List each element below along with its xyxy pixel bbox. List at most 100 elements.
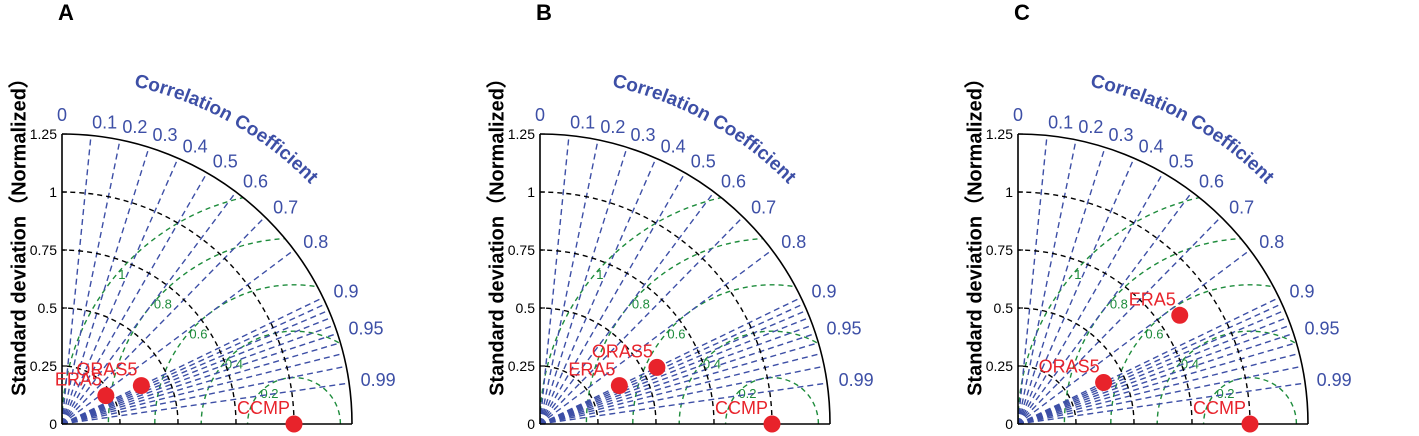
correlation-ray bbox=[539, 303, 805, 425]
rms-arc bbox=[1156, 330, 1308, 424]
correlation-ray bbox=[539, 157, 657, 425]
rms-label: 1 bbox=[118, 267, 125, 282]
correlation-ray bbox=[1017, 172, 1164, 425]
correlation-ray bbox=[61, 352, 344, 425]
correlation-tick-label: 0.99 bbox=[839, 370, 874, 390]
correlation-tick-label: 0.8 bbox=[781, 232, 806, 252]
panel-label: A bbox=[58, 0, 74, 25]
correlation-tick-label: 0.99 bbox=[361, 370, 396, 390]
correlation-ray bbox=[61, 191, 237, 425]
data-point-era5 bbox=[610, 377, 628, 395]
correlation-ray bbox=[61, 316, 332, 425]
taylor-panel-b: B Standard deviation（Normalized） 0.2 0.4 0.6… bbox=[478, 0, 951, 436]
data-point-label-oras5: ORAS5 bbox=[1039, 357, 1100, 377]
correlation-ray bbox=[539, 365, 825, 425]
rms-label: 1 bbox=[596, 267, 603, 282]
data-point-oras5 bbox=[1095, 374, 1113, 392]
correlation-rays bbox=[539, 135, 828, 425]
correlation-ray bbox=[539, 296, 802, 425]
correlation-tick-label: 0.4 bbox=[661, 136, 686, 156]
rms-arc bbox=[724, 376, 820, 424]
rms-label: 0.2 bbox=[1216, 386, 1234, 401]
correlation-ray bbox=[61, 135, 92, 425]
y-tick-label: 0.5 bbox=[516, 300, 536, 316]
rms-arc bbox=[632, 284, 830, 424]
rms-label: 0.8 bbox=[1110, 297, 1128, 312]
correlation-tick-label: 0.7 bbox=[273, 197, 298, 217]
correlation-ray bbox=[1017, 147, 1106, 425]
rms-label: 0.4 bbox=[703, 356, 721, 371]
std-arc bbox=[61, 307, 179, 425]
correlation-ray bbox=[1017, 157, 1135, 425]
correlation-ray bbox=[1017, 316, 1288, 425]
correlation-ray bbox=[1017, 332, 1294, 425]
correlation-tick-label: 0.8 bbox=[1259, 232, 1284, 252]
outer-arc bbox=[539, 133, 831, 425]
std-arcs bbox=[1017, 191, 1251, 425]
correlation-ray bbox=[61, 172, 208, 425]
std-arc bbox=[1017, 249, 1193, 425]
data-point-era5 bbox=[1171, 306, 1189, 324]
correlation-rays bbox=[1017, 135, 1306, 425]
correlation-tick-label: 0.9 bbox=[333, 281, 358, 301]
rms-label: 0.4 bbox=[225, 356, 243, 371]
data-point-label-oras5: ORAS5 bbox=[76, 360, 137, 380]
rms-label: 0.4 bbox=[1181, 356, 1199, 371]
rms-label: 1 bbox=[1074, 267, 1081, 282]
y-tick-label: 1 bbox=[1005, 184, 1013, 200]
correlation-ray bbox=[61, 365, 347, 425]
std-arc bbox=[1017, 365, 1077, 425]
correlation-tick-label: 0 bbox=[57, 105, 67, 125]
correlation-ray bbox=[539, 191, 715, 425]
correlation-ray bbox=[1017, 352, 1300, 425]
correlation-ray bbox=[539, 249, 773, 425]
std-arc bbox=[61, 191, 295, 425]
correlation-tick-label: 0.2 bbox=[600, 117, 625, 137]
correlation-ray bbox=[539, 309, 808, 425]
y-tick-label: 0 bbox=[527, 416, 535, 432]
correlation-ray bbox=[1017, 139, 1077, 425]
std-arc bbox=[539, 249, 715, 425]
correlation-tick-label: 0.1 bbox=[1048, 113, 1073, 133]
correlation-ray bbox=[1017, 382, 1306, 425]
correlation-tick-label: 0.5 bbox=[1169, 152, 1194, 172]
correlation-tick-label: 0.99 bbox=[1317, 370, 1352, 390]
data-point-label-ccmp: CCMP bbox=[1193, 398, 1246, 418]
std-arc bbox=[61, 365, 121, 425]
correlation-tick-label: 0 bbox=[1013, 105, 1023, 125]
rms-label: 0.6 bbox=[667, 327, 685, 342]
rms-label: 0.2 bbox=[260, 386, 278, 401]
correlation-tick-label: 0.6 bbox=[243, 171, 268, 191]
correlation-tick-label: 0.7 bbox=[751, 197, 776, 217]
correlation-ray bbox=[1017, 324, 1291, 425]
correlation-ray bbox=[539, 135, 570, 425]
correlation-tick-label: 0.1 bbox=[92, 113, 117, 133]
correlation-tick-label: 0.2 bbox=[1078, 117, 1103, 137]
y-tick-label: 0.5 bbox=[38, 300, 58, 316]
data-point-label-era5: ERA5 bbox=[568, 360, 615, 380]
correlation-ray bbox=[61, 309, 330, 425]
correlation-ray bbox=[539, 216, 744, 425]
y-tick-label: 0.25 bbox=[508, 358, 535, 374]
correlation-tick-label: 0.3 bbox=[1108, 125, 1133, 145]
std-arc bbox=[61, 249, 237, 425]
correlation-tick-label: 0.4 bbox=[183, 136, 208, 156]
correlation-tick-label: 0.95 bbox=[827, 319, 862, 339]
data-point-label-ccmp: CCMP bbox=[237, 398, 290, 418]
correlation-ray bbox=[539, 324, 813, 425]
correlation-ray bbox=[1017, 365, 1303, 425]
rms-label: 0.6 bbox=[189, 327, 207, 342]
y-tick-label: 1.25 bbox=[986, 126, 1013, 142]
correlation-ray bbox=[539, 352, 822, 425]
std-arc bbox=[539, 307, 657, 425]
y-tick-label: 0.75 bbox=[508, 242, 535, 258]
outer-arc bbox=[1017, 133, 1309, 425]
correlation-ray bbox=[539, 342, 819, 425]
data-point-label-ccmp: CCMP bbox=[715, 398, 768, 418]
taylor-panel-a: A Standard deviation（Normalized） 0.2 0.4 0.6… bbox=[0, 0, 473, 436]
